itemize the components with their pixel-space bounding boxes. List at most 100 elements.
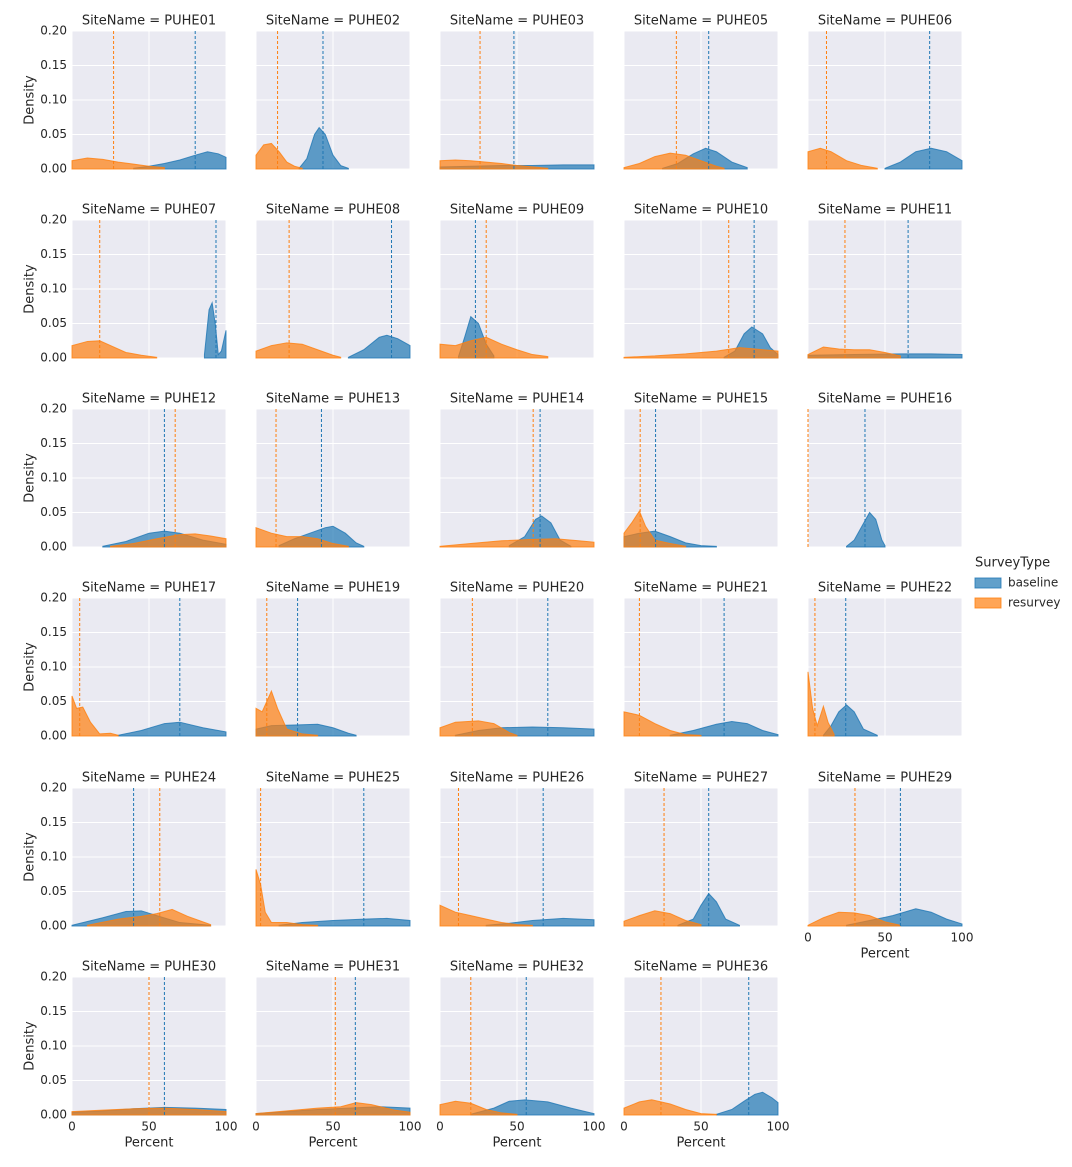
facet-title: SiteName = PUHE06 [818,14,952,29]
y-tick-label: 0.15 [40,625,67,639]
y-tick-label: 0.20 [40,24,67,38]
facet-title: SiteName = PUHE20 [450,581,584,596]
legend-label: baseline [1008,576,1058,590]
facet-title: SiteName = PUHE21 [634,581,768,596]
facet-title: SiteName = PUHE27 [634,771,768,786]
kde-area [439,904,533,927]
y-tick-label: 0.20 [40,402,67,416]
facet-title: SiteName = PUHE02 [266,14,400,29]
kde-area [255,142,303,170]
kde-area [439,1100,518,1116]
x-tick-label: 0 [804,931,812,945]
facet-title: SiteName = PUHE17 [82,581,216,596]
facet: SiteName = PUHE31 0 50 100 Percent [252,960,421,1151]
facet: SiteName = PUHE22 [807,581,963,737]
legend-label: resurvey [1008,596,1060,610]
legend-title: SurveyType [975,556,1050,571]
y-tick-label: 0.10 [40,471,67,485]
kde-area [110,533,227,548]
y-axis-label: Density [23,832,38,882]
x-axis-label: Percent [309,1136,358,1151]
x-tick-label: 0 [436,1120,444,1134]
kde-area [807,147,878,170]
legend-swatch [974,597,1002,609]
kde-area [255,526,349,548]
y-axis-label: Density [23,642,38,692]
kde-area [71,157,165,170]
y-tick-label: 0.15 [40,1004,67,1018]
y-tick-label: 0.20 [40,213,67,227]
y-tick-label: 0.00 [40,351,67,365]
y-tick-label: 0.05 [40,884,67,898]
kde-area [255,689,319,737]
kde-area [623,910,702,927]
kde-area [298,126,349,170]
kde-area [846,511,886,548]
y-tick-label: 0.00 [40,919,67,933]
y-axis-label: Density [23,453,38,503]
facet-title: SiteName = PUHE08 [266,203,400,218]
y-tick-label: 0.05 [40,694,67,708]
facet: SiteName = PUHE03 [439,14,595,170]
facet: SiteName = PUHE05 [623,14,779,170]
facet: SiteName = PUHE01 0.00 0.05 0.10 0.15 0.20 Den… [23,14,227,176]
facet: SiteName = PUHE16 [807,392,963,548]
x-tick-label: 50 [141,1120,156,1134]
y-axis-label: Density [23,1021,38,1071]
kde-area [623,152,725,170]
kde-area [86,908,212,927]
y-tick-label: 0.05 [40,127,67,141]
facet: SiteName = PUHE29 0 50 100 Percent [804,771,973,962]
kde-area [255,1102,411,1116]
y-tick-label: 0.00 [40,1108,67,1122]
y-tick-label: 0.15 [40,815,67,829]
facet: SiteName = PUHE26 [439,771,595,927]
y-tick-label: 0.05 [40,505,67,519]
facet: SiteName = PUHE08 [255,203,411,359]
facet: SiteName = PUHE09 [439,203,595,359]
facet: SiteName = PUHE14 [439,392,595,548]
x-axis-label: Percent [493,1136,542,1151]
y-tick-label: 0.20 [40,591,67,605]
facet-title: SiteName = PUHE15 [634,392,768,407]
kde-area [439,336,549,359]
facet: SiteName = PUHE17 0.00 0.05 0.10 0.15 0.20 Den… [23,581,227,743]
facet-title: SiteName = PUHE26 [450,771,584,786]
kde-area [623,711,702,737]
y-tick-label: 0.05 [40,316,67,330]
facet-title: SiteName = PUHE11 [818,203,952,218]
y-tick-label: 0.20 [40,781,67,795]
y-tick-label: 0.15 [40,58,67,72]
facet-title: SiteName = PUHE12 [82,392,216,407]
y-tick-label: 0.00 [40,729,67,743]
facet-title: SiteName = PUHE36 [634,960,768,975]
facet-title: SiteName = PUHE03 [450,14,584,29]
facet-title: SiteName = PUHE10 [634,203,768,218]
kde-area [623,347,779,359]
y-tick-label: 0.05 [40,1073,67,1087]
facet-title: SiteName = PUHE19 [266,581,400,596]
x-axis-label: Percent [861,947,910,962]
facet-title: SiteName = PUHE01 [82,14,216,29]
legend-swatch [974,577,1002,589]
facet: SiteName = PUHE07 0.00 0.05 0.10 0.15 0.20 Den… [23,203,227,365]
facet-title: SiteName = PUHE31 [266,960,400,975]
facet: SiteName = PUHE06 [807,14,963,170]
facet: SiteName = PUHE15 [623,392,779,548]
facet-title: SiteName = PUHE32 [450,960,584,975]
facet-title: SiteName = PUHE13 [266,392,400,407]
facet: SiteName = PUHE25 [255,771,411,927]
facet: SiteName = PUHE27 [623,771,779,927]
x-tick-label: 100 [767,1120,790,1134]
facet: SiteName = PUHE19 [255,581,411,737]
facet: SiteName = PUHE30 0.00 0.05 0.10 0.15 0.20 Den… [23,960,238,1151]
kde-area [623,510,687,548]
x-tick-label: 100 [583,1120,606,1134]
facet-title: SiteName = PUHE05 [634,14,768,29]
facet-title: SiteName = PUHE30 [82,960,216,975]
y-tick-label: 0.15 [40,436,67,450]
facet: SiteName = PUHE21 [623,581,779,737]
kde-area [203,301,227,359]
